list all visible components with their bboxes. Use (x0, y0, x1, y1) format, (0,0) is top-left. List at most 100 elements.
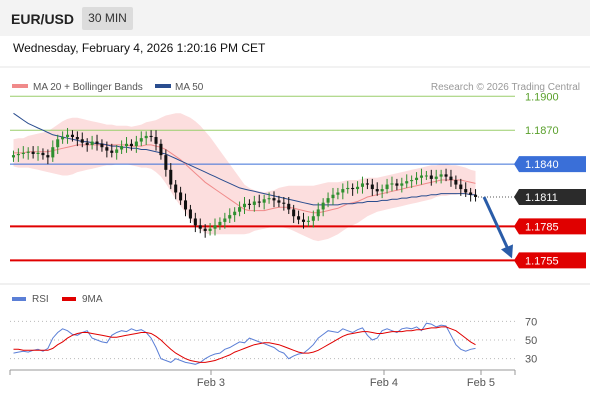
candle (149, 130, 153, 142)
level-labels: 1.1900 1.1870 1.1840 1.1811 1.1785 1.1755 (514, 91, 586, 269)
candle-body (252, 201, 256, 205)
candle (56, 134, 60, 154)
candle-body (213, 225, 217, 229)
candle-body (429, 175, 433, 179)
candle-body (164, 155, 168, 170)
candle-body (105, 147, 109, 151)
candle-body (375, 189, 379, 192)
candle (311, 210, 315, 228)
candle (120, 140, 124, 154)
candle-body (459, 184, 463, 190)
candle (272, 191, 276, 208)
candle (26, 147, 30, 160)
ma50-line (13, 112, 476, 206)
candle (326, 192, 330, 208)
candle (16, 148, 20, 162)
candle (434, 169, 438, 184)
candle (31, 146, 35, 159)
candle (134, 135, 138, 153)
candle (429, 169, 433, 186)
candle-body (242, 203, 247, 208)
candle-body (464, 189, 468, 193)
candle-body (469, 192, 473, 195)
candle-body (183, 200, 188, 210)
candle (174, 180, 178, 200)
candle-body (233, 211, 237, 216)
candle (75, 131, 79, 147)
candle (213, 218, 217, 236)
chart-datetime: Wednesday, February 4, 2026 1:20:16 PM C… (13, 41, 266, 55)
candle-body (311, 216, 315, 221)
candle-body (346, 187, 350, 190)
candle (292, 204, 296, 224)
level-label-1.1840: 1.1840 (525, 159, 559, 171)
candle-body (272, 198, 276, 201)
rsi-legend-label: RSI (32, 294, 49, 305)
candle-body (282, 202, 286, 204)
candle-body (31, 151, 35, 154)
candle-body (46, 155, 50, 158)
rsi-lines (13, 322, 476, 365)
rsi-ma9-line (13, 326, 476, 363)
candle (385, 178, 389, 194)
candle-body (395, 183, 399, 186)
candle (360, 176, 365, 194)
level-label-1.1811: 1.1811 (525, 192, 558, 204)
candle-body (316, 209, 320, 217)
candle-body (444, 174, 448, 177)
candle-body (26, 151, 30, 153)
candle-body (419, 175, 423, 178)
copyright-text: Research © 2026 Trading Central (431, 82, 580, 93)
level-tag-1.1811 (514, 189, 586, 205)
candle (415, 172, 419, 185)
candle-body (400, 183, 404, 186)
candle (11, 150, 15, 162)
x-tick-label: Feb 4 (370, 377, 398, 389)
candle-body (326, 198, 330, 203)
candle (85, 138, 89, 152)
candle (115, 144, 119, 160)
rsi-legend-swatch (12, 297, 26, 301)
level-tag-1.1755 (514, 252, 586, 269)
candle (105, 141, 109, 158)
candle (410, 175, 414, 188)
ma9-legend-label: 9MA (82, 294, 103, 305)
candle-body (306, 220, 310, 222)
candle-body (336, 192, 340, 195)
candle (80, 132, 84, 148)
candle (252, 195, 256, 212)
candle-body (385, 184, 389, 190)
candle (395, 178, 399, 191)
candle-body (16, 154, 20, 156)
candle-body (21, 152, 25, 154)
candle (247, 199, 251, 210)
candle-body (203, 228, 207, 231)
candle (21, 146, 25, 159)
candle-body (61, 137, 65, 140)
candle (110, 143, 114, 158)
candle-body (454, 180, 458, 185)
ma9-legend-swatch (62, 297, 76, 301)
candle-body (149, 135, 153, 138)
timeframe-button[interactable]: 30 MIN (82, 7, 133, 30)
candle-body (297, 216, 301, 220)
candle-body (129, 143, 133, 147)
x-axis: Feb 3 Feb 4 Feb 5 (9, 369, 516, 389)
level-tag-1.1785 (514, 218, 586, 235)
candle-body (139, 138, 143, 142)
candle-body (370, 184, 374, 190)
candle (449, 169, 453, 187)
candle (129, 139, 133, 151)
candle-body (218, 221, 222, 226)
rsi-line (13, 322, 476, 365)
candle-body (365, 183, 369, 185)
projection-arrow (482, 196, 513, 259)
candle (154, 130, 158, 151)
candle (351, 183, 355, 196)
candle-body (449, 176, 453, 181)
candle-body (247, 203, 251, 205)
rsi-gridlines: 70 50 30 (10, 316, 537, 366)
projection-arrow-head (501, 244, 513, 259)
candle (282, 197, 286, 211)
candle (159, 139, 163, 160)
